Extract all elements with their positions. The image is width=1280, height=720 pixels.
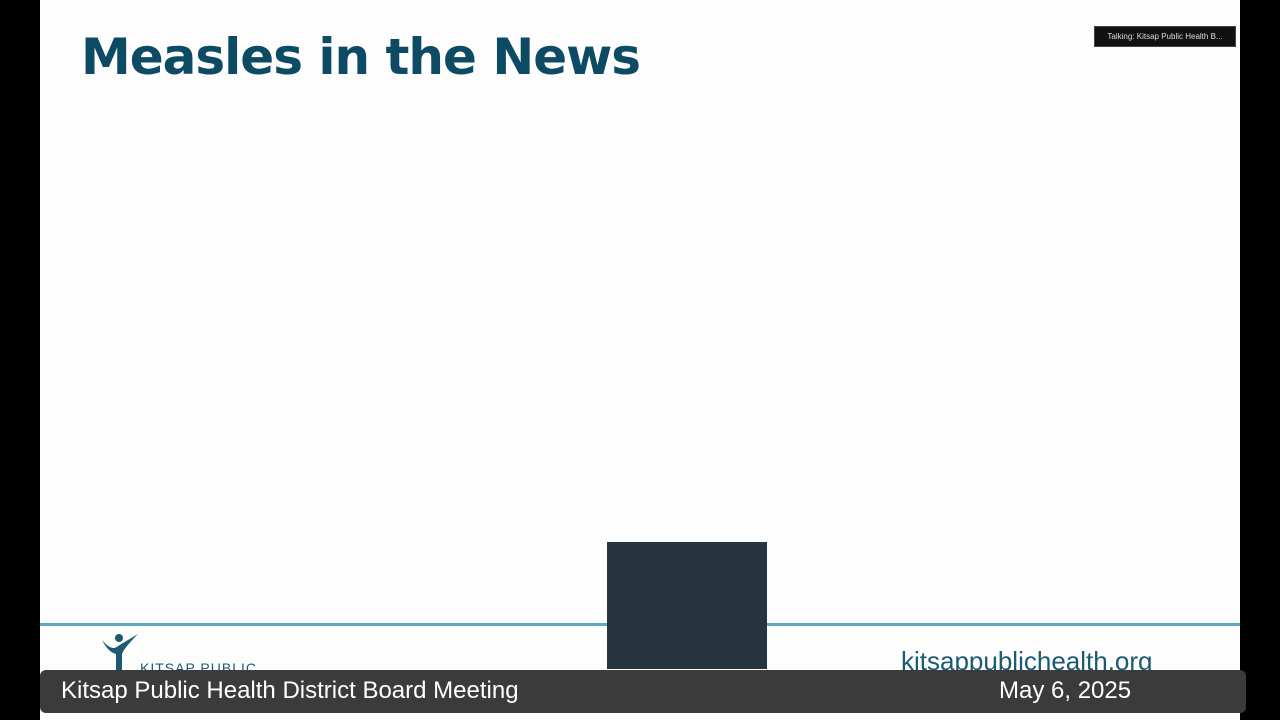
logo-mark: [102, 634, 138, 672]
caption-title: Kitsap Public Health District Board Meet…: [61, 677, 519, 704]
talking-indicator: Talking: Kitsap Public Health B...: [1094, 26, 1236, 47]
caption-bar: Kitsap Public Health District Board Meet…: [40, 670, 1246, 713]
video-placeholder: [607, 542, 767, 669]
logo: KITSAP PUBLIC: [100, 632, 260, 672]
slide-title: Measles in the News: [81, 28, 641, 86]
slide: Measles in the News KITSAP PUBLIC kitsap…: [40, 0, 1240, 720]
logo-text: KITSAP PUBLIC: [140, 660, 258, 672]
caption-date: May 6, 2025: [999, 677, 1132, 704]
